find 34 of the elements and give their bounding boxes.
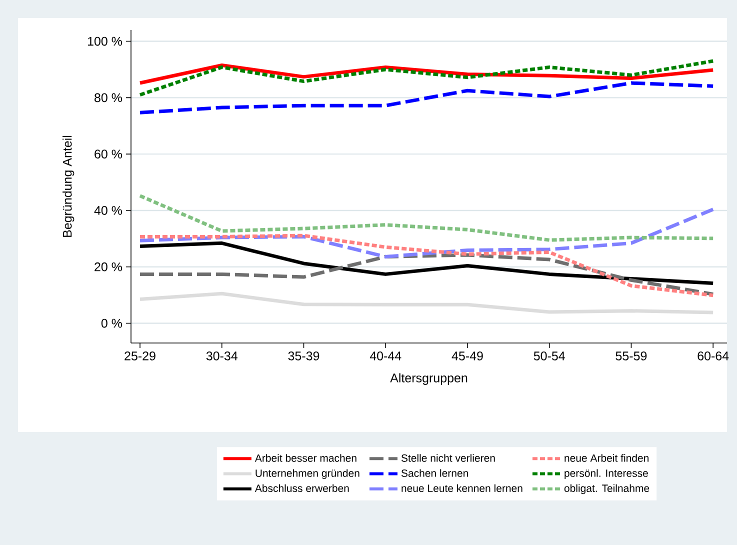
line-series [138,241,715,285]
x-tick-label: 55-59 [616,352,647,360]
line-series [138,63,715,85]
line-series [138,253,715,296]
line-series [138,81,715,114]
x-tick-label: 25-29 [124,352,156,360]
legend-label: obligat. Teilnahme [564,484,650,494]
y-tick-label: 80 % [94,93,122,102]
x-tick-label: 40-44 [370,352,402,360]
x-tick-label: 45-49 [452,352,483,360]
x-tick-label: 30-34 [206,352,238,360]
y-tick-label: 20 % [94,262,122,272]
line-series [138,292,715,314]
legend-label: neue Arbeit finden [564,454,648,462]
line-series [138,59,715,97]
x-tick-label: 35-39 [288,352,320,360]
y-tick-label: 40 % [94,206,122,215]
legend-label: Arbeit besser machen [254,454,356,462]
x-axis-title: Altersgruppen [390,373,468,385]
line-series [138,234,715,298]
legend-label: neue Leute kennen lernen [402,484,522,492]
y-tick-label: 0 % [101,318,122,328]
y-axis-title: Begründung Anteil [62,136,74,237]
x-tick-label: 50-54 [534,352,565,360]
legend-label: Unternehmen gründen [256,469,360,479]
legend-label: Abschluss erwerben [254,484,349,492]
line-series [138,208,715,258]
line-series [138,194,715,242]
legend-label: Sachen lernen [401,469,468,477]
legend-label: persönl. Interesse [564,469,648,479]
y-tick-label: 100 % [88,36,122,46]
legend-label: Stelle nicht verlieren [401,454,495,462]
y-tick-label: 60 % [94,150,122,158]
x-tick-label: 60-64 [698,352,729,360]
